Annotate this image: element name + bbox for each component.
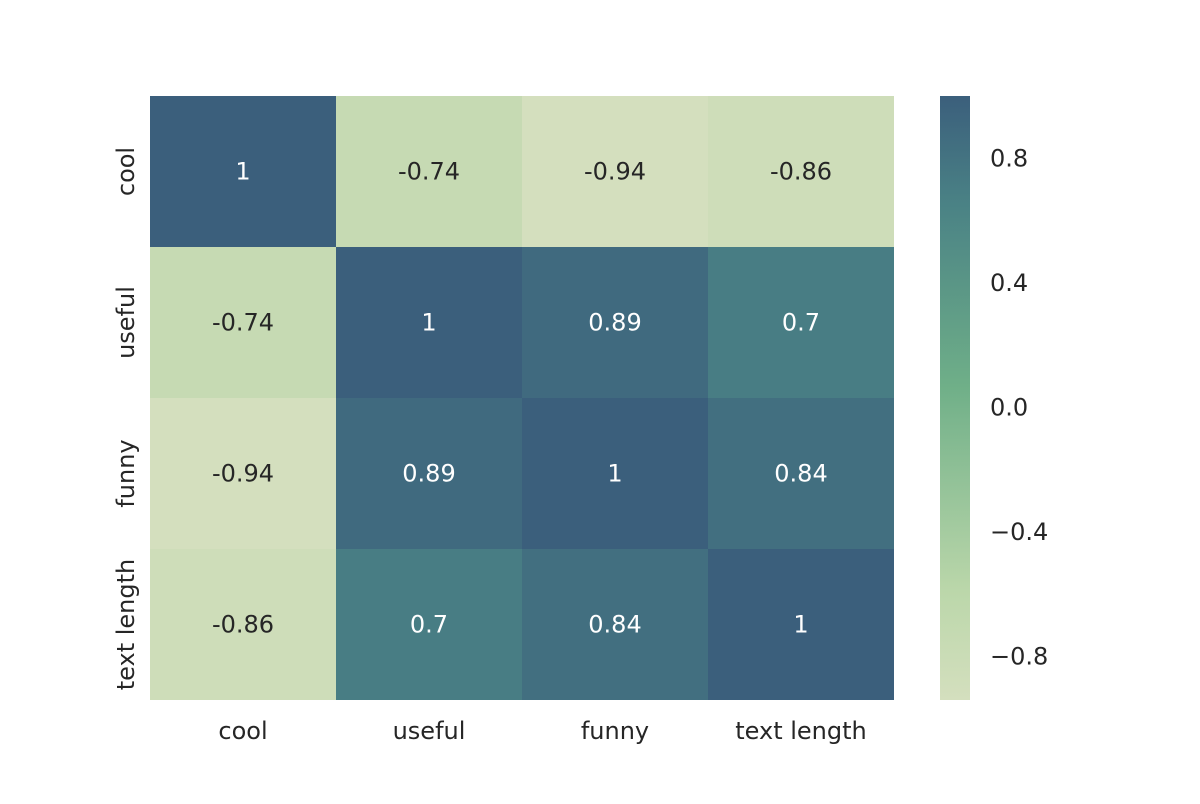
colorbar: 0.8 0.4 0.0 −0.4 −0.8 xyxy=(940,96,1048,700)
cell-annotation: 0.89 xyxy=(588,309,641,337)
heatmap-cells xyxy=(150,96,894,700)
x-axis-label-funny: funny xyxy=(581,717,649,745)
x-axis-labels: cool useful funny text length xyxy=(218,717,866,745)
y-axis-label-text-length: text length xyxy=(112,559,140,691)
cell-annotation: -0.74 xyxy=(212,309,274,337)
cell-annotation: 0.7 xyxy=(782,309,820,337)
heatmap-cell-funny-text-length xyxy=(708,398,894,549)
heatmap-cell-funny-funny xyxy=(522,398,708,549)
heatmap-cell-useful-cool xyxy=(150,247,336,398)
cell-annotation: 0.84 xyxy=(774,460,827,488)
cell-annotation: 1 xyxy=(235,158,250,186)
cell-annotation: -0.86 xyxy=(770,158,832,186)
colorbar-tick-label: 0.4 xyxy=(990,269,1028,297)
y-axis-label-funny: funny xyxy=(112,439,140,507)
x-axis-label-useful: useful xyxy=(393,717,466,745)
cell-annotation: 0.89 xyxy=(402,460,455,488)
colorbar-tick-label: 0.8 xyxy=(990,144,1028,172)
heatmap-cell-cool-text-length xyxy=(708,96,894,247)
heatmap-cell-text-length-funny xyxy=(522,549,708,700)
heatmap-cell-useful-funny xyxy=(522,247,708,398)
heatmap-cell-useful-useful xyxy=(336,247,522,398)
heatmap-cell-useful-text-length xyxy=(708,247,894,398)
y-axis-label-cool: cool xyxy=(112,147,140,196)
cell-annotation: -0.94 xyxy=(584,158,646,186)
x-axis-label-cool: cool xyxy=(218,717,267,745)
heatmap-cell-cool-funny xyxy=(522,96,708,247)
heatmap-cell-cool-cool xyxy=(150,96,336,247)
cell-annotation: 0.84 xyxy=(588,611,641,639)
heatmap-cell-text-length-useful xyxy=(336,549,522,700)
cell-annotation: -0.86 xyxy=(212,611,274,639)
cell-annotation: -0.74 xyxy=(398,158,460,186)
heatmap-cell-text-length-text-length xyxy=(708,549,894,700)
x-axis-label-text-length: text length xyxy=(735,717,867,745)
heatmap-cell-funny-useful xyxy=(336,398,522,549)
cell-annotation: 0.7 xyxy=(410,611,448,639)
y-axis-label-useful: useful xyxy=(112,286,140,359)
heatmap-cell-cool-useful xyxy=(336,96,522,247)
cell-annotations: 1 -0.74 -0.94 -0.86 -0.74 1 0.89 0.7 -0.94 0.89 1 0… xyxy=(212,158,832,639)
cell-annotation: 1 xyxy=(607,460,622,488)
cell-annotation: -0.94 xyxy=(212,460,274,488)
colorbar-tick-label: −0.8 xyxy=(990,642,1048,670)
colorbar-gradient xyxy=(940,96,970,700)
heatmap-cell-funny-cool xyxy=(150,398,336,549)
heatmap-cell-text-length-cool xyxy=(150,549,336,700)
cell-annotation: 1 xyxy=(421,309,436,337)
colorbar-tick-label: 0.0 xyxy=(990,393,1028,421)
cell-annotation: 1 xyxy=(793,611,808,639)
colorbar-tick-label: −0.4 xyxy=(990,518,1048,546)
y-axis-labels: cool useful funny text length xyxy=(112,147,140,690)
